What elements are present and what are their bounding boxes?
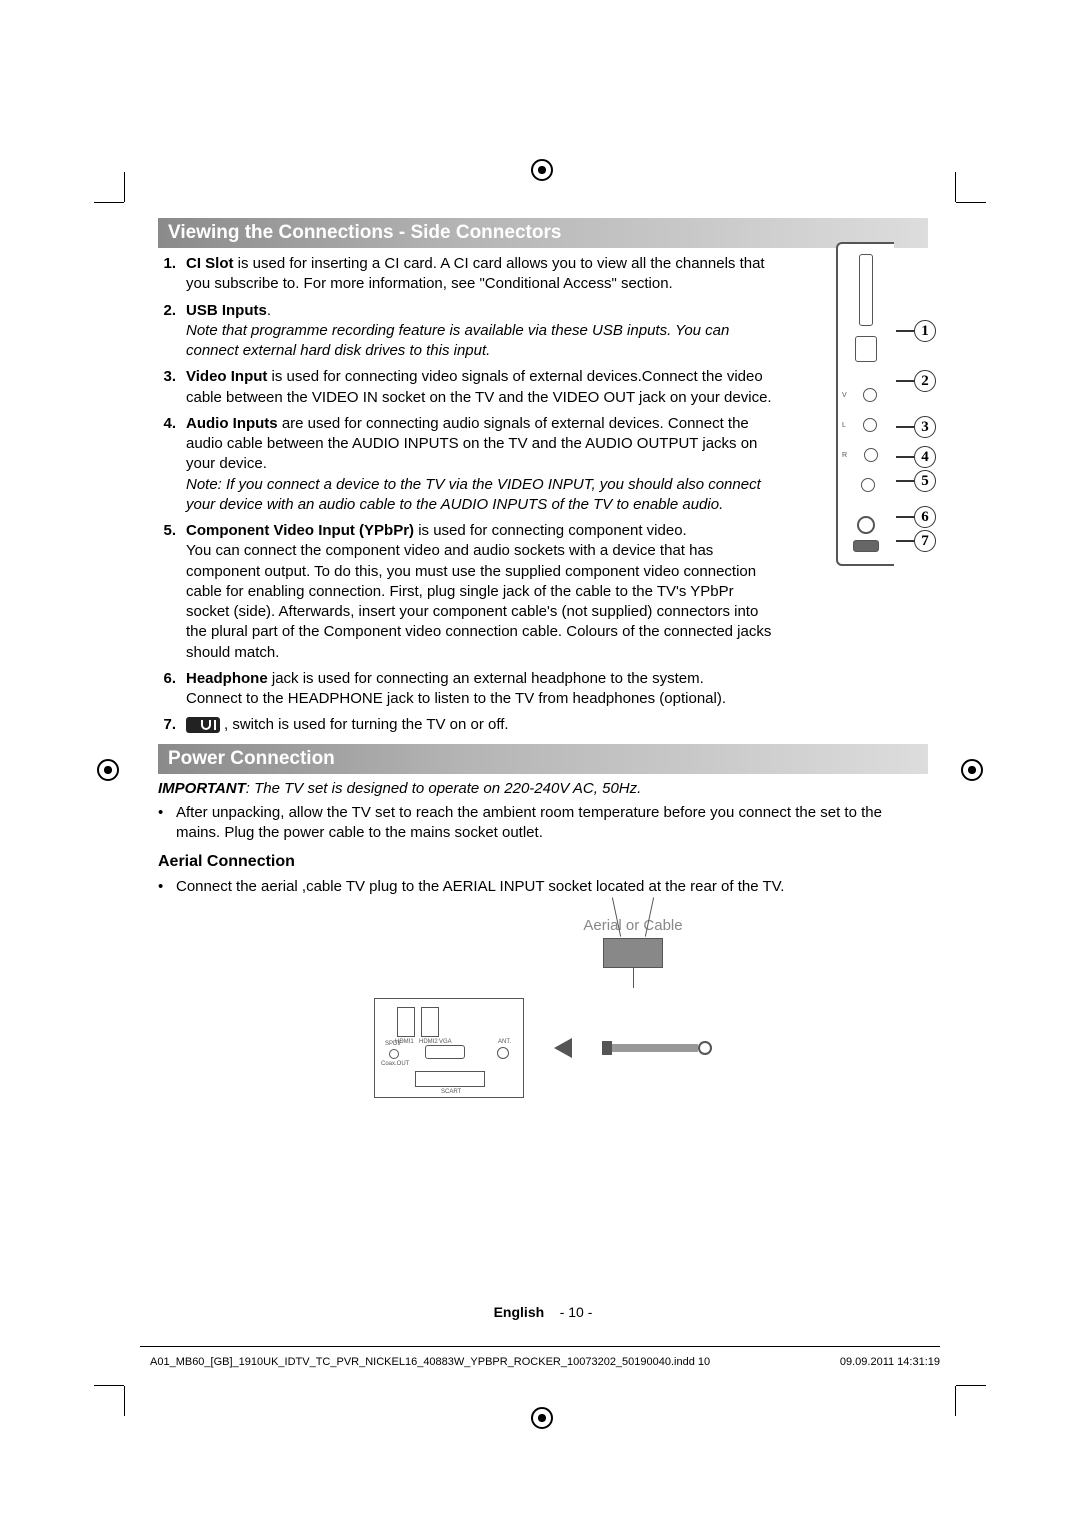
headphone-jack-icon: [857, 516, 875, 534]
crop-mark-tr: [946, 172, 986, 212]
callout-5: 5: [896, 470, 936, 492]
important-note: IMPORTANT: The TV set is designed to ope…: [158, 780, 928, 797]
aerial-diagram: Aerial or Cable HDMI1 HDMI2 SPDIF Coax.O…: [158, 917, 928, 1098]
item-1: 1. CI Slot is used for inserting a CI ca…: [158, 254, 778, 295]
item-4: 4. Audio Inputs are used for connecting …: [158, 414, 778, 515]
vga-port-icon: [425, 1045, 465, 1059]
spdif-port-icon: [389, 1049, 399, 1059]
power-bullet-1: • After unpacking, allow the TV set to r…: [158, 803, 928, 844]
item-3: 3. Video Input is used for connecting vi…: [158, 367, 778, 408]
ypbpr-jack-icon: [861, 478, 875, 492]
usb-port-icon: [855, 336, 877, 362]
power-switch-icon: [186, 717, 220, 733]
print-info: A01_MB60_[GB]_1910UK_IDTV_TC_PVR_NICKEL1…: [150, 1356, 940, 1368]
arrow-left-icon: [554, 1038, 572, 1058]
page-content: Viewing the Connections - Side Connector…: [158, 218, 928, 1098]
registration-mark-top: [530, 158, 554, 182]
section-header-side-connectors: Viewing the Connections - Side Connector…: [158, 218, 928, 248]
ant-port-icon: [497, 1047, 509, 1059]
item-5: 5. Component Video Input (YPbPr) is used…: [158, 521, 778, 663]
callout-3: 3: [896, 416, 936, 438]
connector-list: 1. CI Slot is used for inserting a CI ca…: [158, 254, 778, 736]
ci-slot-icon: [859, 254, 873, 326]
callout-1: 1: [896, 320, 936, 342]
power-switch-port-icon: [853, 540, 879, 552]
hdmi1-port-icon: [397, 1007, 415, 1037]
crop-mark-tl: [94, 172, 134, 212]
aerial-label: Aerial or Cable: [583, 917, 682, 934]
audio-l-jack-icon: [863, 418, 877, 432]
hdmi2-port-icon: [421, 1007, 439, 1037]
item-6: 6. Headphone jack is used for connecting…: [158, 669, 778, 710]
video-jack-icon: [863, 388, 877, 402]
registration-mark-right: [960, 758, 984, 782]
item-2: 2. USB Inputs. Note that programme recor…: [158, 301, 778, 362]
scart-port-icon: [415, 1071, 485, 1087]
callout-7: 7: [896, 530, 936, 552]
power-bullet-2: • Connect the aerial ,cable TV plug to t…: [158, 877, 928, 897]
crop-mark-bl: [94, 1376, 134, 1416]
audio-r-jack-icon: [864, 448, 878, 462]
cable-plug-icon: [602, 1038, 712, 1058]
antenna-icon: [603, 938, 663, 968]
section-header-power: Power Connection: [158, 744, 928, 774]
callout-6: 6: [896, 506, 936, 528]
registration-mark-bottom: [530, 1406, 554, 1430]
item-7: 7. , switch is used for turning the TV o…: [158, 715, 778, 735]
callout-4: 4: [896, 446, 936, 468]
callout-2: 2: [896, 370, 936, 392]
crop-mark-br: [946, 1376, 986, 1416]
aerial-heading: Aerial Connection: [158, 853, 928, 871]
footer-rule: [140, 1346, 940, 1347]
page-footer: English - 10 -: [158, 1304, 928, 1320]
rear-panel-diagram: HDMI1 HDMI2 SPDIF Coax.OUT VGA ANT. SCAR…: [374, 998, 524, 1098]
registration-mark-left: [96, 758, 120, 782]
